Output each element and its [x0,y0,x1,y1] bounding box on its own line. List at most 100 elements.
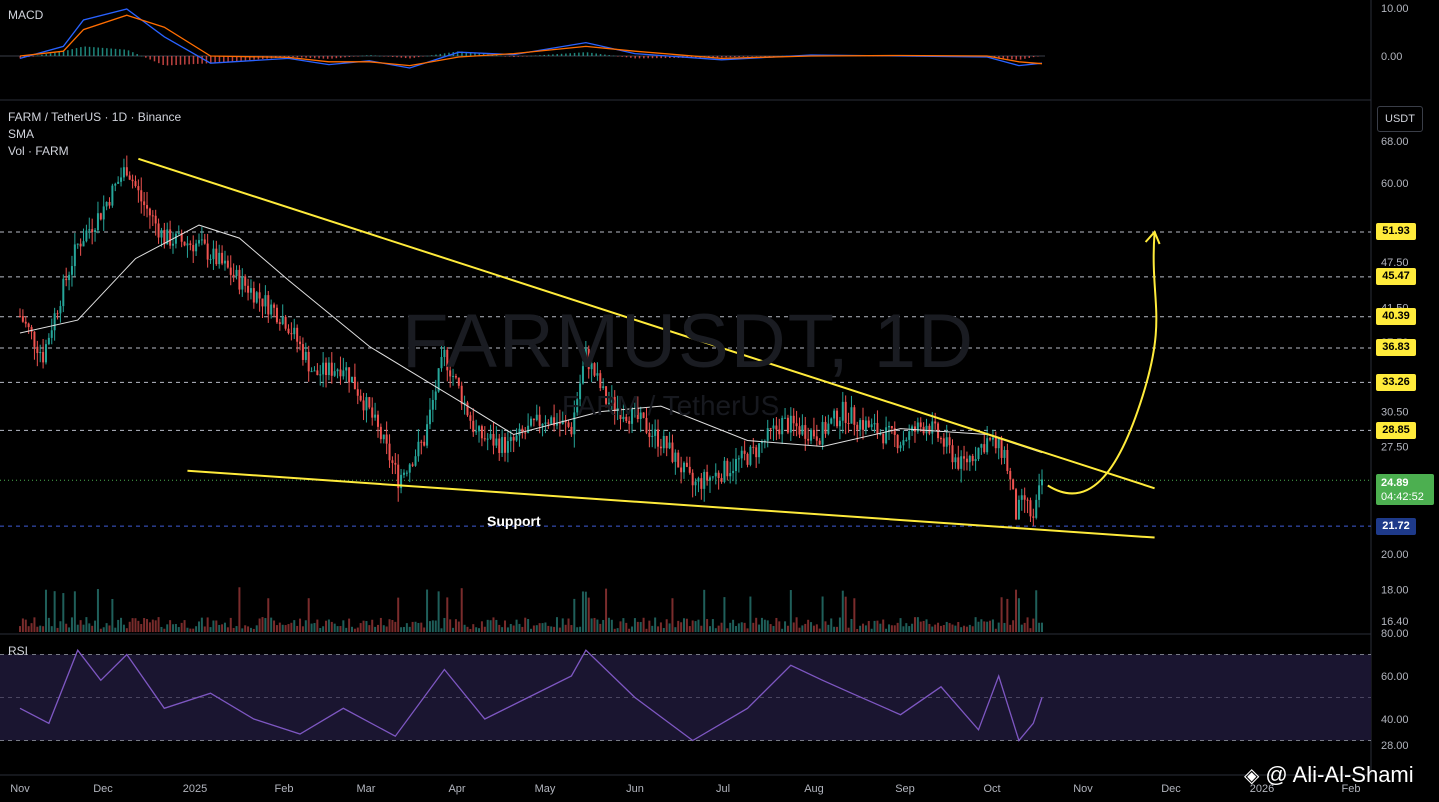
candle-body[interactable] [850,407,853,424]
candle-body[interactable] [1017,499,1020,520]
candle-body[interactable] [39,352,42,354]
candle-body[interactable] [24,321,27,324]
candle-body[interactable] [769,428,772,430]
candle-body[interactable] [755,447,758,458]
candle-body[interactable] [466,402,469,416]
candle-body[interactable] [244,276,247,286]
candle-body[interactable] [336,369,339,372]
candle-body[interactable] [76,243,79,245]
candle-body[interactable] [720,477,723,482]
candle-body[interactable] [524,432,527,434]
candle-body[interactable] [267,295,270,315]
candle-body[interactable] [195,243,198,252]
candle-body[interactable] [356,389,359,396]
candle-body[interactable] [21,316,24,322]
candle-body[interactable] [807,438,810,441]
candle-body[interactable] [160,229,163,238]
candle-body[interactable] [255,292,258,303]
candle-body[interactable] [316,370,319,376]
candle-body[interactable] [397,464,400,489]
candle-body[interactable] [362,400,365,411]
candle-body[interactable] [890,425,893,429]
candle-body[interactable] [33,331,36,347]
candle-body[interactable] [111,185,114,206]
candle-body[interactable] [977,447,980,460]
candle-body[interactable] [862,420,865,430]
candle-body[interactable] [299,341,302,345]
candle-body[interactable] [140,190,143,202]
candle-body[interactable] [607,402,610,404]
candle-body[interactable] [376,414,379,427]
candle-body[interactable] [379,426,382,440]
candle-body[interactable] [368,397,371,408]
candle-body[interactable] [544,422,547,424]
candle-body[interactable] [1026,499,1029,501]
candle-body[interactable] [980,444,983,448]
candle-body[interactable] [971,455,974,462]
candle-body[interactable] [905,439,908,441]
candle-body[interactable] [989,438,992,440]
candle-body[interactable] [593,363,596,376]
candle-body[interactable] [879,433,882,435]
candle-body[interactable] [509,437,512,442]
candle-body[interactable] [238,269,241,290]
candle-body[interactable] [581,366,584,384]
candle-body[interactable] [1023,495,1026,500]
candle-body[interactable] [708,477,711,481]
rsi-title[interactable]: RSI [8,644,29,658]
candle-body[interactable] [192,245,195,252]
candle-body[interactable] [974,459,977,462]
candle-body[interactable] [925,425,928,434]
candle-body[interactable] [642,412,645,418]
candle-body[interactable] [515,435,518,441]
candle-body[interactable] [740,450,743,459]
candle-body[interactable] [469,415,472,421]
candle-body[interactable] [1009,470,1012,480]
macd-line[interactable] [19,8,1043,69]
candle-body[interactable] [798,426,801,435]
candle-body[interactable] [94,230,97,232]
candle-body[interactable] [492,433,495,446]
candle-body[interactable] [680,467,683,473]
candle-body[interactable] [916,422,919,432]
candle-body[interactable] [264,295,267,307]
candle-body[interactable] [411,464,414,466]
candle-body[interactable] [434,391,437,400]
candle-body[interactable] [42,352,45,363]
candle-body[interactable] [27,323,30,328]
candle-body[interactable] [677,452,680,468]
candle-body[interactable] [844,401,847,423]
candle-body[interactable] [53,313,56,331]
candle-body[interactable] [177,232,180,234]
candle-body[interactable] [885,427,888,444]
candle-body[interactable] [252,288,255,303]
candle-body[interactable] [200,239,203,241]
candle-body[interactable] [394,462,397,465]
candle-body[interactable] [668,442,671,449]
candle-body[interactable] [729,473,732,477]
candle-body[interactable] [460,385,463,405]
candle-body[interactable] [648,432,651,437]
candle-body[interactable] [942,438,945,447]
candle-body[interactable] [146,205,149,209]
candle-body[interactable] [301,344,304,360]
candle-body[interactable] [391,460,394,463]
candle-body[interactable] [639,412,642,420]
candle-body[interactable] [691,472,694,486]
candle-body[interactable] [114,183,117,186]
candle-body[interactable] [483,438,486,440]
candle-body[interactable] [293,327,296,335]
candle-body[interactable] [408,464,411,473]
candle-body[interactable] [960,456,963,469]
candle-body[interactable] [789,415,792,433]
sma-legend[interactable]: SMA [8,127,35,141]
candle-body[interactable] [1038,485,1041,500]
candle-body[interactable] [400,474,403,489]
candle-body[interactable] [333,371,336,376]
candle-body[interactable] [151,215,154,217]
candle-body[interactable] [345,367,348,371]
trendline-resistance[interactable] [138,157,1155,490]
candle-body[interactable] [215,248,218,265]
candle-body[interactable] [1032,516,1035,518]
candle-body[interactable] [385,434,388,444]
